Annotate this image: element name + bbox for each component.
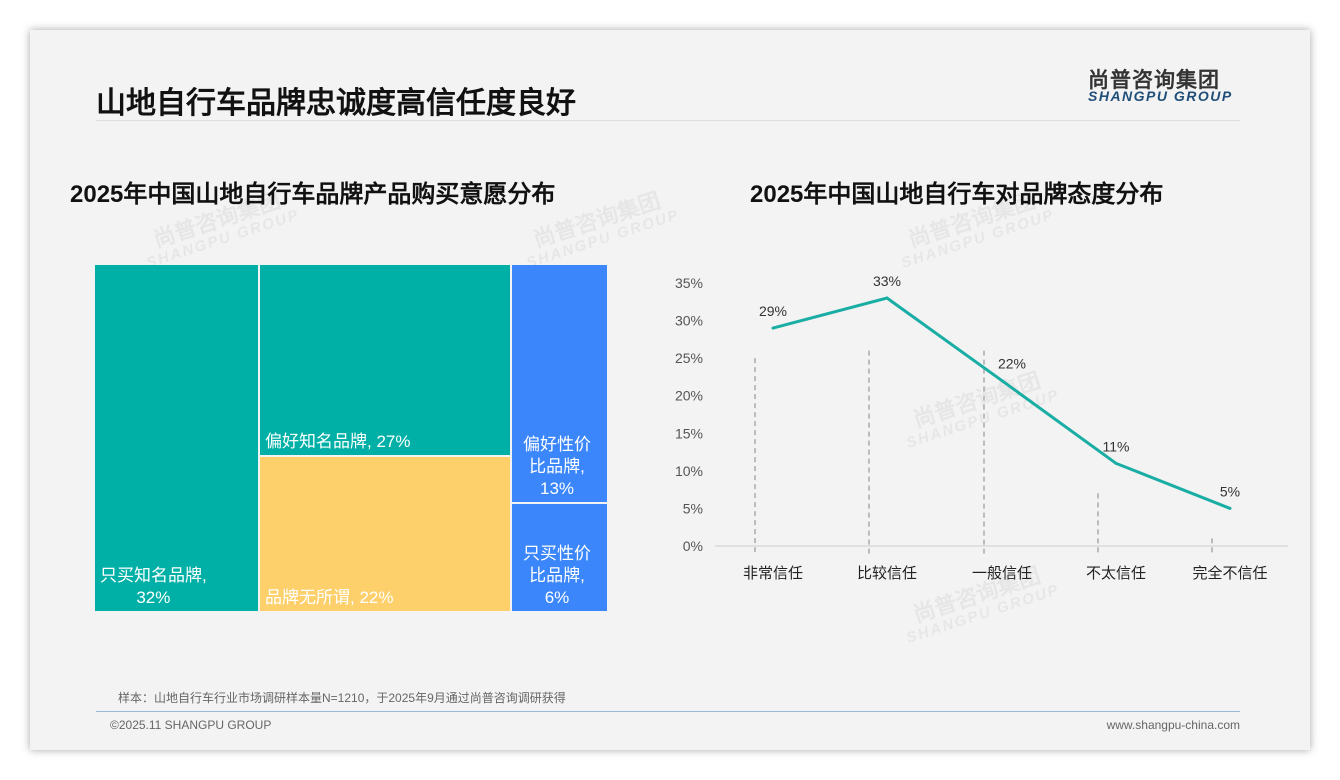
treemap-tile: 偏好性价比品牌, 13% xyxy=(512,265,607,502)
data-point xyxy=(885,296,889,300)
y-tick-label: 15% xyxy=(675,425,703,441)
copyright: ©2025.11 SHANGPU GROUP xyxy=(110,718,272,732)
y-tick-label: 0% xyxy=(683,538,703,554)
series-line xyxy=(772,296,1231,510)
slide: 山地自行车品牌忠诚度高信任度良好 尚普咨询集团 SHANGPU GROUP 20… xyxy=(30,30,1310,750)
y-tick-label: 30% xyxy=(675,313,703,329)
x-tick-label: 不太信任 xyxy=(1086,565,1146,582)
treemap-tile: 只买知名品牌, 32% xyxy=(95,265,258,611)
line-chart-title: 2025年中国山地自行车对品牌态度分布 xyxy=(750,181,1164,208)
data-label: 5% xyxy=(1220,483,1240,499)
data-label: 29% xyxy=(759,303,787,319)
treemap-tile: 品牌无所谓, 22% xyxy=(260,457,510,611)
y-tick-label: 25% xyxy=(675,350,703,366)
website-url: www.shangpu-china.com xyxy=(1106,718,1240,732)
y-tick-label: 20% xyxy=(675,388,703,404)
x-tick-label: 一般信任 xyxy=(972,565,1032,582)
treemap-tile: 只买性价比品牌, 6% xyxy=(512,504,607,611)
x-tick-label: 非常信任 xyxy=(743,565,803,582)
logo-cn: 尚普咨询集团 xyxy=(1088,69,1220,92)
footer-divider xyxy=(96,711,1240,712)
y-tick-label: 10% xyxy=(675,463,703,479)
footnote: 样本：山地自行车行业市场调研样本量N=1210，于2025年9月通过尚普咨询调研… xyxy=(118,691,566,705)
line-chart: 0% 5% 10% 15% 20% 25% 30% 35% 非常信任 29% 比较信任 33% 一般信任… xyxy=(675,273,1288,582)
treemap-title: 2025年中国山地自行车品牌产品购买意愿分布 xyxy=(70,181,556,208)
data-label: 33% xyxy=(873,273,901,289)
y-tick-label: 35% xyxy=(675,275,703,291)
data-point xyxy=(1228,506,1232,510)
data-point xyxy=(771,326,775,330)
y-tick-label: 5% xyxy=(683,500,703,516)
x-tick-label: 比较信任 xyxy=(857,564,917,582)
data-point xyxy=(1114,461,1118,465)
data-point xyxy=(1000,379,1004,383)
treemap-tile: 偏好知名品牌, 27% xyxy=(260,265,510,455)
title-divider xyxy=(96,120,1240,121)
logo-en: SHANGPU GROUP xyxy=(1088,88,1233,104)
data-label: 11% xyxy=(1103,438,1130,454)
data-label: 22% xyxy=(998,356,1026,372)
page-title: 山地自行车品牌忠诚度高信任度良好 xyxy=(96,87,576,120)
x-tick-label: 完全不信任 xyxy=(1192,564,1267,582)
